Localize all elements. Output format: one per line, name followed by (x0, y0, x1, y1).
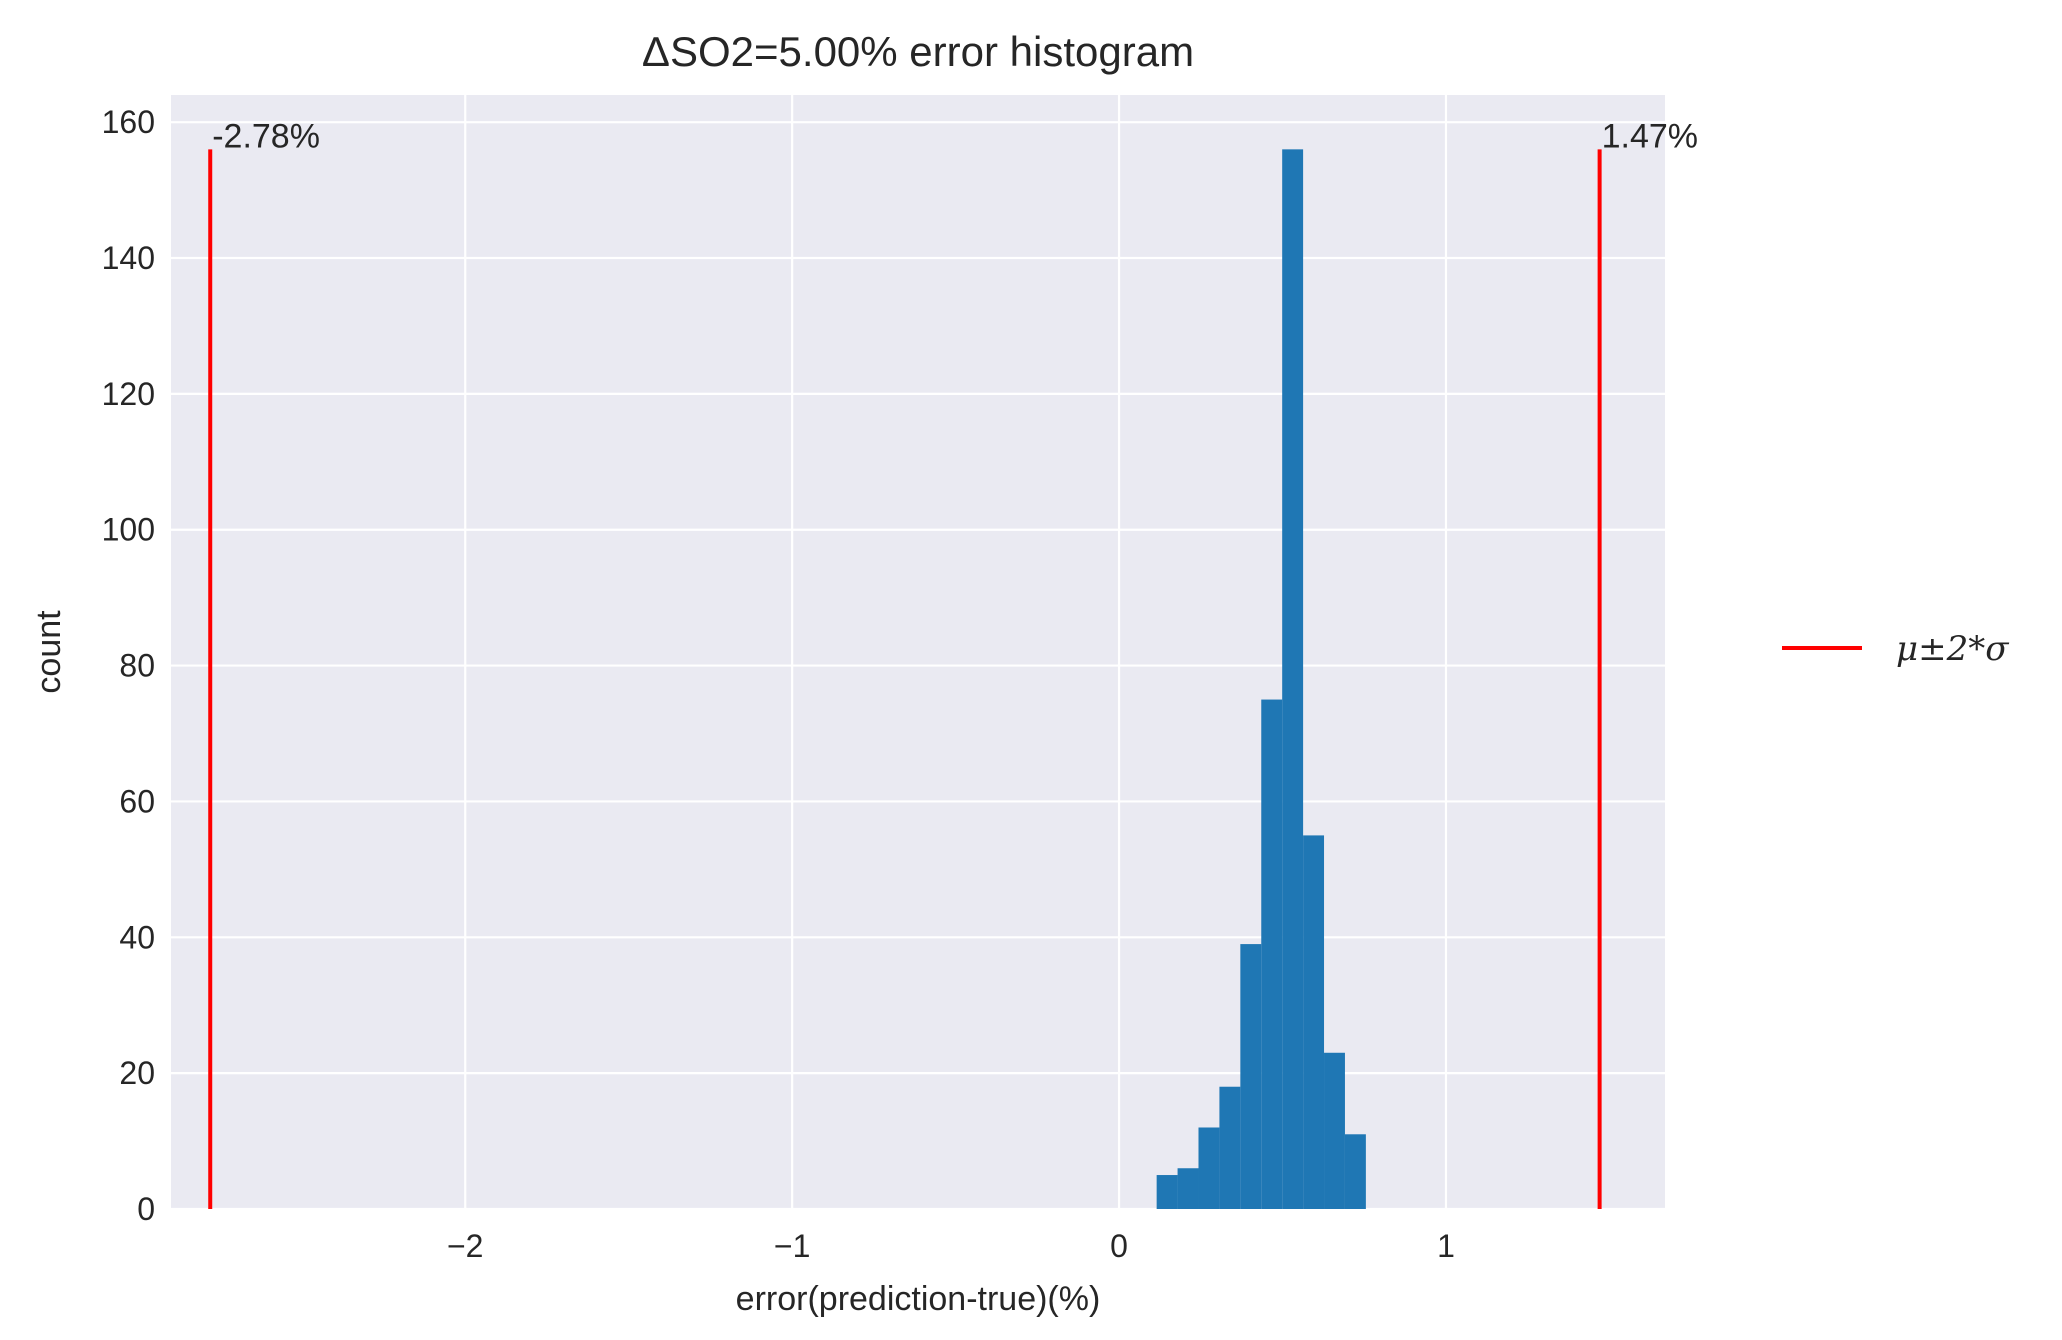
histogram-bar (1219, 1086, 1241, 1209)
y-tick-label: 100 (102, 512, 155, 548)
y-tick-label: 20 (119, 1055, 155, 1091)
plot-area (171, 95, 1665, 1209)
y-tick-labels: 0 20 40 60 80 100 120 140 160 (102, 104, 155, 1227)
x-tick-labels: −2 −1 0 1 (447, 1228, 1455, 1264)
histogram-bar (1156, 1175, 1178, 1209)
x-axis-label: error(prediction-true)(%) (736, 1280, 1101, 1318)
grid-lines (171, 95, 1665, 1211)
y-tick-label: 80 (119, 648, 155, 684)
y-tick-label: 120 (102, 376, 155, 412)
reference-lines: -2.78% 1.47% (208, 117, 1698, 1209)
x-tick-label: 0 (1110, 1228, 1128, 1264)
reference-line-label: 1.47% (1602, 117, 1698, 155)
y-tick-label: 160 (102, 104, 155, 140)
histogram-bar (1282, 149, 1304, 1210)
y-tick-label: 40 (119, 919, 155, 955)
histogram-bar (1240, 944, 1262, 1209)
histogram-bar (1261, 699, 1283, 1209)
reference-line-label: -2.78% (212, 117, 320, 155)
histogram-bars (1156, 149, 1366, 1210)
histogram-bar (1198, 1127, 1220, 1209)
histogram-bar (1177, 1168, 1199, 1209)
y-tick-label: 0 (137, 1191, 155, 1227)
legend: μ±2*σ (1782, 629, 2009, 669)
y-axis-label: count (30, 610, 68, 694)
y-tick-label: 140 (102, 240, 155, 276)
histogram-bar (1303, 835, 1325, 1209)
histogram-bar (1324, 1052, 1345, 1209)
y-tick-label: 60 (119, 783, 155, 819)
x-tick-label: −2 (447, 1228, 483, 1264)
x-tick-label: 1 (1437, 1228, 1455, 1264)
x-tick-label: −1 (774, 1228, 810, 1264)
legend-label: μ±2*σ (1896, 629, 2009, 669)
histogram-bar (1344, 1134, 1366, 1209)
chart-title: ΔSO2=5.00% error histogram (642, 28, 1194, 75)
